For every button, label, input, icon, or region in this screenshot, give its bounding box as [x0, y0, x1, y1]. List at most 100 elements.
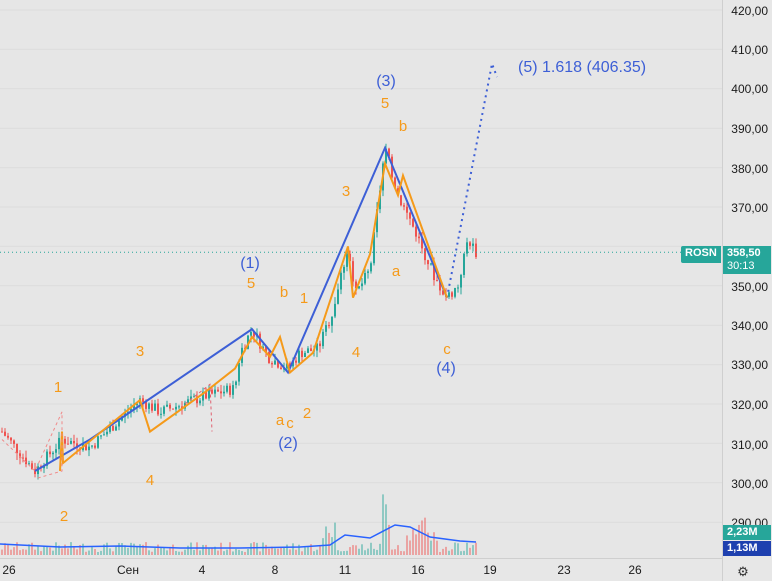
- volume-bar: [208, 548, 210, 555]
- volume-bar: [448, 550, 450, 555]
- candle-body: [13, 440, 15, 444]
- candle-body: [100, 435, 102, 437]
- volume-bar: [151, 551, 153, 555]
- candle-body: [130, 408, 132, 412]
- candle-body: [373, 232, 375, 264]
- volume-bar: [325, 526, 327, 555]
- candle-body: [370, 263, 372, 272]
- volume-bar: [466, 542, 468, 555]
- candle-body: [394, 177, 396, 189]
- candle-body: [232, 385, 234, 395]
- volume-bar: [433, 532, 435, 555]
- volume-bar: [265, 544, 267, 555]
- volume-bar: [415, 534, 417, 555]
- price-tick: 330,00: [731, 358, 768, 372]
- candle-body: [424, 248, 426, 261]
- candle-body: [1, 431, 3, 433]
- time-axis[interactable]: 26 Сен 4 8 11 16 19 23 26: [0, 558, 722, 581]
- candle-body: [202, 391, 204, 401]
- candle-body: [214, 389, 216, 394]
- volume-bar: [10, 549, 12, 555]
- price-chart[interactable]: (1) (2) (3) (4) (5) 1.618 (406.35) 1 2 3 4 5 1 2 3 4 5…: [0, 0, 722, 558]
- candle-body: [433, 263, 435, 281]
- wave-label-orange: 1: [300, 290, 308, 307]
- candle-body: [298, 350, 300, 363]
- candle-body: [238, 362, 240, 382]
- volume-bar: [34, 549, 36, 555]
- candle-body: [418, 236, 420, 239]
- candle-body: [148, 403, 150, 409]
- candle-body: [55, 449, 57, 453]
- volume-bar: [406, 535, 408, 555]
- candle-body: [310, 348, 312, 352]
- volume-bar: [292, 543, 294, 555]
- date-tick: 26: [628, 563, 642, 577]
- candle-body: [385, 148, 387, 164]
- candle-body: [22, 457, 24, 459]
- candle-body: [442, 290, 444, 295]
- volume-bar: [28, 544, 30, 555]
- volume-bar: [391, 549, 393, 555]
- volume-bar: [256, 542, 258, 555]
- volume-bar: [157, 544, 159, 555]
- volume-bar: [226, 549, 228, 555]
- volume-bar: [316, 549, 318, 555]
- volume-bar: [373, 548, 375, 555]
- axis-settings-icon[interactable]: ⚙: [737, 564, 749, 579]
- candle-body: [52, 452, 54, 455]
- volume-bar: [40, 551, 42, 555]
- date-tick: 19: [483, 563, 497, 577]
- candle-body: [109, 425, 111, 432]
- volume-bar: [244, 551, 246, 555]
- candle-body: [427, 260, 429, 265]
- candle-body: [73, 440, 75, 444]
- candle-body: [70, 440, 72, 444]
- date-tick: 26: [2, 563, 16, 577]
- pink-wave-lines: [184, 383, 213, 432]
- candle-body: [103, 434, 105, 436]
- volume-bar: [52, 550, 54, 555]
- chart-canvas[interactable]: (1) (2) (3) (4) (5) 1.618 (406.35) 1 2 3 4 5 1 2 3 4 5…: [0, 0, 722, 558]
- volume-bar: [46, 547, 48, 555]
- volume-bar: [451, 549, 453, 555]
- volume-bar: [61, 548, 63, 555]
- volume-bar: [175, 550, 177, 555]
- wave-label-orange: 2: [60, 508, 68, 525]
- volume-bar: [1, 549, 3, 555]
- volume-bar: [262, 542, 264, 555]
- volume-bar: [430, 540, 432, 555]
- volume-bar: [202, 544, 204, 555]
- volume-bar: [193, 549, 195, 555]
- volume-bar: [49, 547, 51, 555]
- volume-bar: [352, 545, 354, 555]
- candle-body: [208, 389, 210, 399]
- candle-body: [412, 218, 414, 227]
- volume-bar: [328, 532, 330, 555]
- volume-bar: [139, 544, 141, 555]
- volume-bar: [346, 550, 348, 555]
- volume-bar: [331, 537, 333, 555]
- price-axis[interactable]: 420,00 410,00 400,00 390,00 380,00 370,0…: [681, 0, 772, 581]
- volume-bar: [97, 551, 99, 555]
- volume-bar: [181, 551, 183, 555]
- volume-bar: [412, 529, 414, 555]
- candle-body: [430, 263, 432, 265]
- volume-bar: [349, 547, 351, 555]
- candle-body: [175, 406, 177, 410]
- candle-body: [160, 413, 162, 415]
- candle-body: [211, 389, 213, 394]
- volume-bar: [379, 543, 381, 555]
- volume-bar: [22, 549, 24, 555]
- volume-bar: [289, 549, 291, 555]
- candle-body: [331, 316, 333, 326]
- candle-body: [190, 396, 192, 400]
- volume-bar: [475, 542, 477, 555]
- wave-label-orange: 3: [342, 183, 350, 200]
- candle-body: [85, 443, 87, 451]
- elliott-blue-waves: [34, 145, 448, 472]
- date-tick: Сен: [117, 563, 139, 577]
- volume-bar: [121, 543, 123, 555]
- volume-bar: [307, 547, 309, 555]
- volume-bar: [394, 549, 396, 555]
- bar-countdown: 30:13: [727, 260, 755, 272]
